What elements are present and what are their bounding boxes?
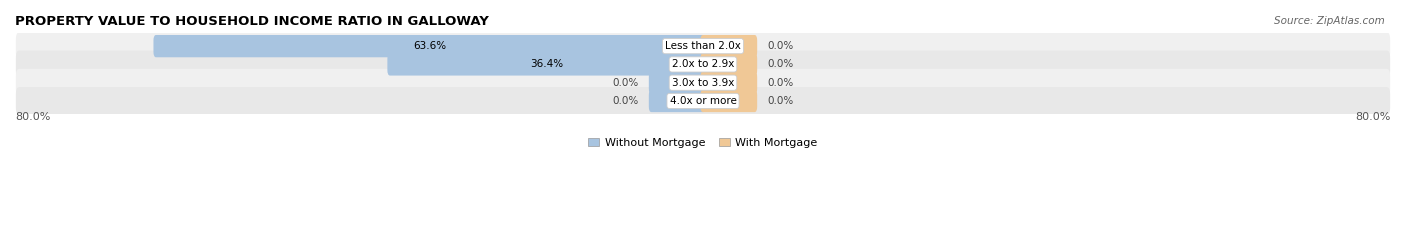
Text: 0.0%: 0.0% [612, 78, 638, 88]
FancyBboxPatch shape [700, 35, 758, 57]
Text: 0.0%: 0.0% [768, 41, 794, 51]
FancyBboxPatch shape [700, 72, 758, 94]
Text: 80.0%: 80.0% [1355, 112, 1391, 122]
Legend: Without Mortgage, With Mortgage: Without Mortgage, With Mortgage [583, 134, 823, 152]
FancyBboxPatch shape [700, 53, 758, 76]
Text: 0.0%: 0.0% [768, 59, 794, 69]
Text: 63.6%: 63.6% [413, 41, 446, 51]
FancyBboxPatch shape [648, 90, 706, 112]
Text: 0.0%: 0.0% [612, 96, 638, 106]
Text: Source: ZipAtlas.com: Source: ZipAtlas.com [1274, 16, 1385, 26]
FancyBboxPatch shape [153, 35, 706, 57]
Text: PROPERTY VALUE TO HOUSEHOLD INCOME RATIO IN GALLOWAY: PROPERTY VALUE TO HOUSEHOLD INCOME RATIO… [15, 15, 489, 28]
FancyBboxPatch shape [700, 90, 758, 112]
Text: 0.0%: 0.0% [768, 78, 794, 88]
Text: 0.0%: 0.0% [768, 96, 794, 106]
Text: Less than 2.0x: Less than 2.0x [665, 41, 741, 51]
FancyBboxPatch shape [15, 51, 1391, 78]
FancyBboxPatch shape [388, 53, 706, 76]
FancyBboxPatch shape [648, 72, 706, 94]
Text: 80.0%: 80.0% [15, 112, 51, 122]
FancyBboxPatch shape [15, 69, 1391, 97]
Text: 2.0x to 2.9x: 2.0x to 2.9x [672, 59, 734, 69]
FancyBboxPatch shape [15, 32, 1391, 60]
Text: 4.0x or more: 4.0x or more [669, 96, 737, 106]
Text: 3.0x to 3.9x: 3.0x to 3.9x [672, 78, 734, 88]
Text: 36.4%: 36.4% [530, 59, 562, 69]
FancyBboxPatch shape [15, 87, 1391, 115]
